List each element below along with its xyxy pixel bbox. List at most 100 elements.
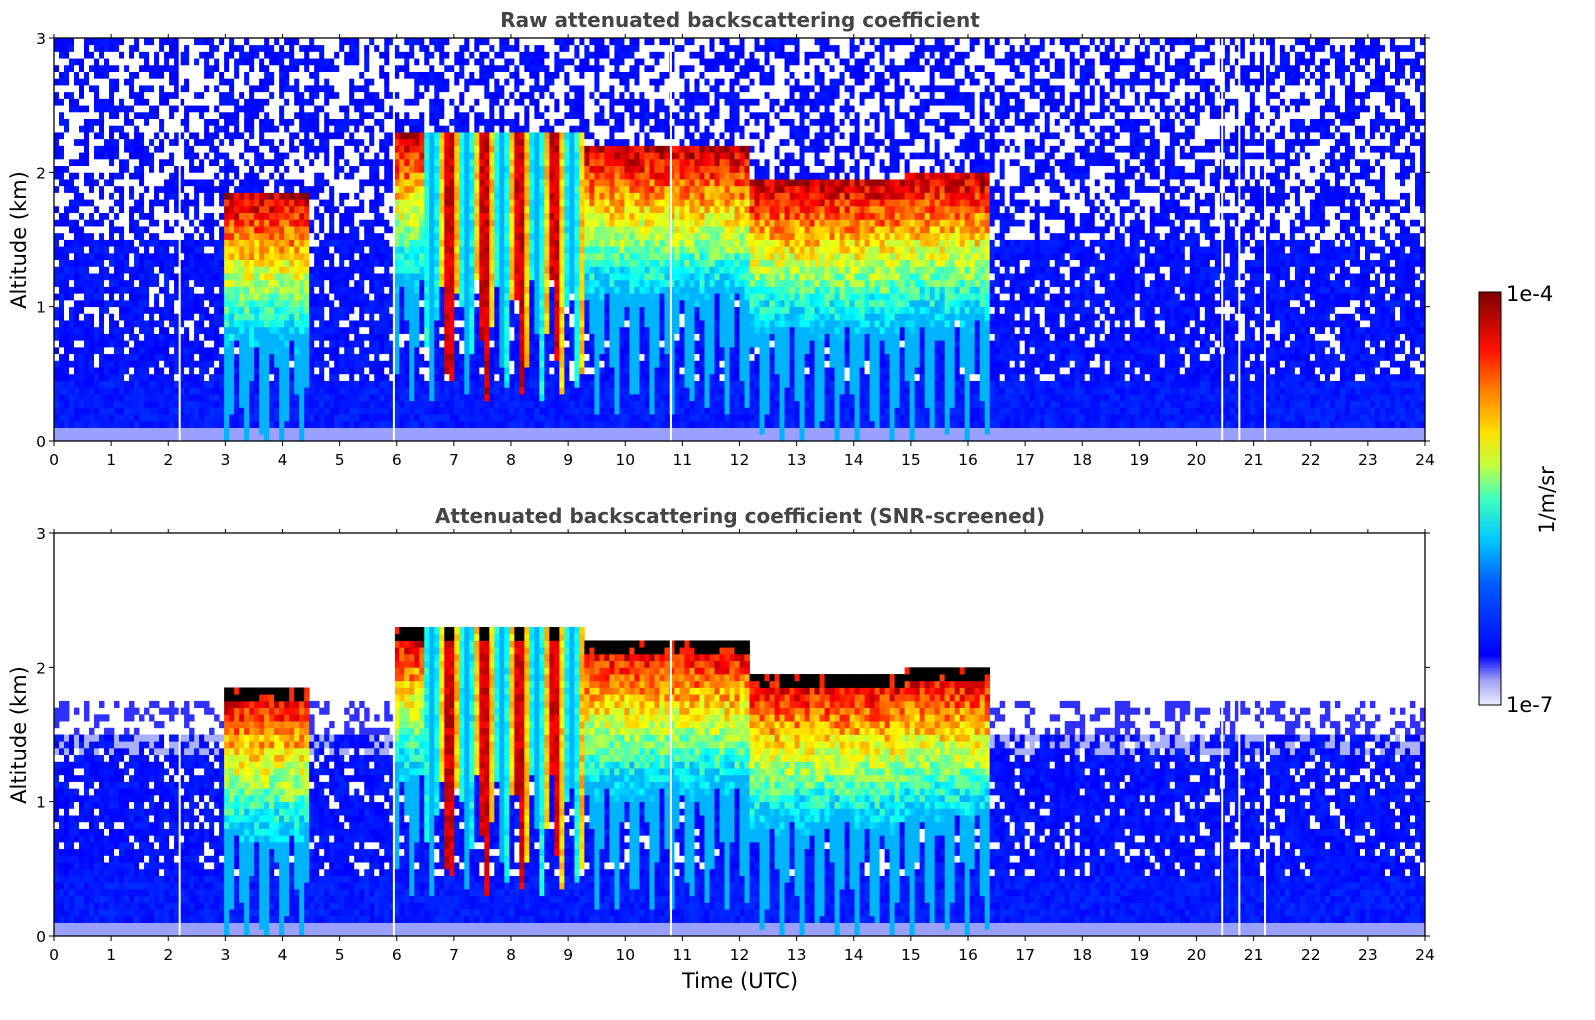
heatmap-cell [274, 239, 280, 247]
heatmap-cell [119, 293, 125, 301]
heatmap-cell [209, 212, 215, 220]
heatmap-cell [279, 273, 285, 281]
heatmap-cell [109, 179, 115, 187]
heatmap-cell [354, 360, 360, 368]
heatmap-cell [294, 205, 300, 214]
heatmap-cell [434, 407, 440, 415]
heatmap-cell [64, 152, 70, 160]
heatmap-cell [304, 420, 310, 428]
heatmap-cell [229, 320, 235, 328]
heatmap-cell [249, 400, 255, 408]
heatmap-cell [184, 71, 190, 79]
heatmap-cell [459, 279, 465, 287]
heatmap-cell [274, 158, 280, 167]
heatmap-cell [384, 393, 390, 402]
heatmap-cell [344, 246, 350, 254]
heatmap-cell [339, 158, 345, 167]
heatmap-cell [399, 326, 405, 334]
heatmap-cell [274, 306, 280, 314]
heatmap-cell [394, 434, 400, 442]
heatmap-cell [284, 293, 290, 301]
heatmap-cell [374, 293, 380, 301]
heatmap-cell [229, 44, 235, 52]
heatmap-cell [319, 420, 325, 428]
heatmap-cell [339, 387, 345, 395]
heatmap-cell [199, 360, 205, 368]
heatmap-cell [144, 259, 150, 267]
heatmap-cell [199, 212, 205, 220]
heatmap-cell [414, 360, 420, 368]
heatmap-cell [389, 393, 395, 402]
heatmap-cell [429, 373, 435, 381]
heatmap-cell [339, 427, 345, 435]
heatmap-cell [384, 266, 390, 274]
heatmap-cell [364, 400, 370, 408]
heatmap-cell [454, 387, 460, 395]
heatmap-cell [354, 380, 360, 388]
heatmap-cell [424, 246, 430, 254]
heatmap-cell [194, 145, 200, 153]
heatmap-cell [139, 105, 145, 113]
heatmap-cell [209, 387, 215, 395]
heatmap-cell [109, 105, 115, 113]
heatmap-cell [114, 333, 120, 341]
heatmap-cell [254, 259, 260, 267]
heatmap-cell [179, 219, 185, 227]
heatmap-cell [139, 320, 145, 328]
heatmap-cell [379, 219, 385, 227]
heatmap-cell [459, 407, 465, 415]
heatmap-cell [314, 434, 320, 442]
heatmap-cell [279, 145, 285, 153]
heatmap-cell [444, 98, 450, 106]
heatmap-cell [464, 299, 470, 308]
heatmap-cell [304, 239, 310, 247]
heatmap-cell [74, 185, 80, 193]
heatmap-cell [399, 239, 405, 247]
heatmap-cell [79, 414, 85, 422]
heatmap-cell [359, 125, 365, 133]
heatmap-cell [369, 165, 375, 173]
heatmap-cell [124, 273, 130, 281]
heatmap-cell [59, 333, 65, 341]
heatmap-cell [399, 118, 405, 126]
heatmap-cell [209, 266, 215, 274]
heatmap-cell [394, 313, 400, 321]
heatmap-cell [349, 346, 355, 355]
heatmap-cell [369, 152, 375, 160]
heatmap-cell [69, 414, 75, 422]
heatmap-cell [199, 266, 205, 274]
heatmap-cell [234, 252, 240, 261]
heatmap-cell [259, 132, 265, 140]
heatmap-cell [359, 333, 365, 341]
heatmap-cell [459, 145, 465, 153]
heatmap-cell [259, 306, 265, 314]
heatmap-cell [349, 44, 355, 52]
heatmap-cell [294, 179, 300, 187]
heatmap-cell [314, 407, 320, 415]
heatmap-cell [164, 44, 170, 52]
heatmap-cell [219, 44, 225, 52]
heatmap-cell [254, 414, 260, 422]
heatmap-cell [84, 118, 90, 126]
heatmap-cell [64, 111, 70, 119]
heatmap-cell [279, 38, 285, 46]
heatmap-cell [389, 71, 395, 79]
heatmap-cell [264, 64, 270, 72]
heatmap-cell [244, 367, 250, 375]
heatmap-cell [279, 286, 285, 294]
heatmap-cell [434, 353, 440, 361]
heatmap-cell [79, 44, 85, 52]
heatmap-cell [274, 226, 280, 234]
heatmap-cell [219, 279, 225, 287]
heatmap-cell [329, 199, 335, 207]
heatmap-cell [404, 252, 410, 261]
heatmap-cell [114, 179, 120, 187]
heatmap-cell [89, 58, 95, 66]
heatmap-cell [454, 259, 460, 267]
heatmap-cell [449, 199, 455, 207]
heatmap-cell [179, 91, 185, 99]
heatmap-cell [204, 71, 210, 79]
heatmap-cell [64, 64, 70, 72]
heatmap-cell [289, 420, 295, 428]
heatmap-cell [394, 111, 400, 119]
